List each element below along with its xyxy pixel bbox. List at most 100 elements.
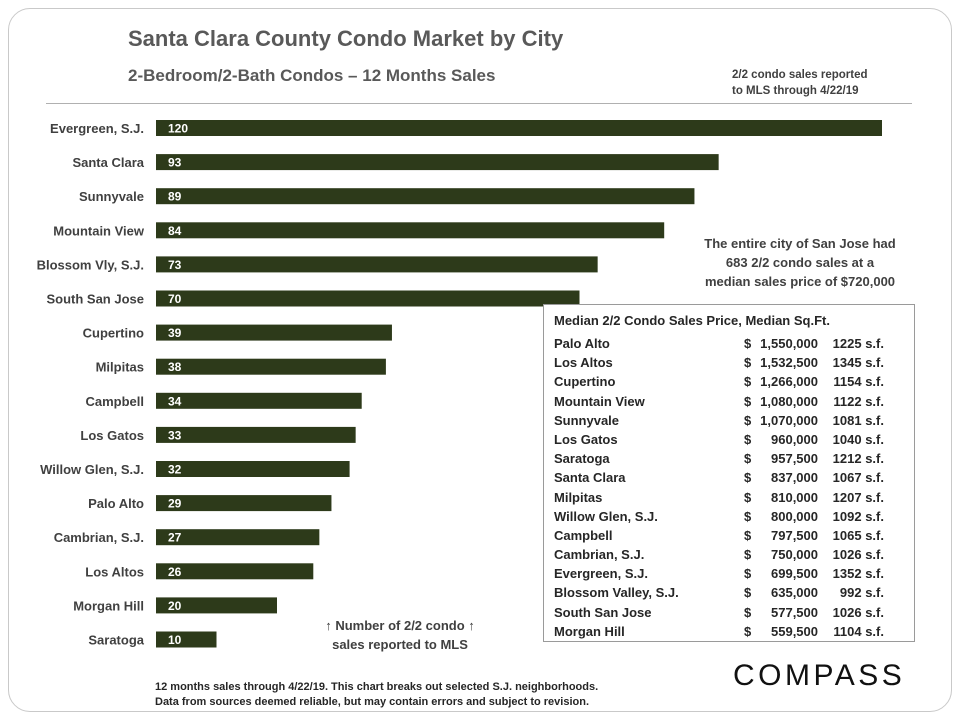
- price-row-sqft: 1212 s.f.: [832, 451, 884, 467]
- data-source-note-line1: 2/2 condo sales reported: [732, 69, 868, 81]
- category-label: Morgan Hill: [73, 598, 144, 613]
- price-row-price: 750,000: [771, 547, 818, 563]
- price-table-row: Los Gatos $960,000 1040 s.f.: [554, 430, 914, 449]
- bar-value-label: 120: [168, 122, 188, 136]
- chart-title: Santa Clara County Condo Market by City: [128, 26, 564, 51]
- price-row-price: 960,000: [771, 431, 818, 447]
- price-row-city: Sunnyvale: [554, 412, 620, 428]
- price-row-city: Blossom Valley, S.J.: [554, 585, 679, 601]
- price-row-city: Milpitas: [554, 489, 603, 505]
- price-row-sqft: 1067 s.f.: [832, 470, 884, 486]
- price-row-sqft: 1104 s.f.: [833, 623, 884, 639]
- price-table-row: Los Altos $1,532,500 1345 s.f.: [554, 353, 914, 372]
- price-row-dollar: $: [744, 566, 752, 582]
- price-row-price: 559,500: [771, 623, 818, 639]
- price-row-dollar: $: [744, 431, 752, 447]
- bar: [156, 154, 719, 171]
- price-row-dollar: $: [744, 508, 752, 524]
- price-table-row: Palo Alto $1,550,000 1225 s.f.: [554, 334, 914, 353]
- price-row-price: 797,500: [771, 527, 818, 543]
- price-table-row: Willow Glen, S.J. $800,000 1092 s.f.: [554, 507, 914, 526]
- price-table-row: Blossom Valley, S.J. $635,000 992 s.f.: [554, 583, 914, 602]
- category-label: Willow Glen, S.J.: [40, 462, 144, 477]
- bar: [156, 256, 598, 273]
- price-table-row: Cambrian, S.J. $750,000 1026 s.f.: [554, 545, 914, 564]
- category-label: Los Altos: [85, 564, 144, 579]
- category-label: Blossom Vly, S.J.: [37, 257, 144, 272]
- price-row-sqft: 1225 s.f.: [832, 336, 884, 351]
- price-row-city: Saratoga: [554, 451, 610, 467]
- bar-value-label: 70: [168, 292, 182, 306]
- price-row-dollar: $: [744, 470, 752, 486]
- price-row-price: 1,070,000: [760, 412, 818, 428]
- bar-value-label: 32: [168, 463, 182, 477]
- price-table-row: Campbell $797,500 1065 s.f.: [554, 526, 914, 545]
- bar-value-label: 38: [168, 360, 182, 374]
- bar: [156, 358, 386, 375]
- price-row-city: Willow Glen, S.J.: [554, 508, 658, 524]
- chart-subtitle: 2-Bedroom/2-Bath Condos – 12 Months Sale…: [128, 66, 496, 85]
- price-row-price: 837,000: [771, 470, 818, 486]
- callout-line2: 683 2/2 condo sales at a: [725, 255, 875, 270]
- footer-note: 12 months sales through 4/22/19. This ch…: [155, 680, 598, 710]
- callout-line3: median sales price of $720,000: [704, 274, 896, 289]
- price-row-price: 800,000: [771, 508, 818, 524]
- price-row-price: 957,500: [771, 451, 818, 467]
- bar-value-label: 27: [168, 531, 182, 545]
- category-label: South San Jose: [46, 292, 144, 307]
- price-row-dollar: $: [744, 355, 752, 371]
- price-row-price: 1,550,000: [760, 336, 818, 351]
- price-row-price: 810,000: [771, 489, 818, 505]
- bar: [156, 188, 695, 205]
- axis-note: ↑ Number of 2/2 condo ↑ sales reported t…: [300, 616, 500, 654]
- price-row-city: Evergreen, S.J.: [554, 566, 648, 582]
- price-row-dollar: $: [744, 623, 752, 639]
- footer-line2: Data from sources deemed reliable, but m…: [155, 696, 590, 708]
- price-row-price: 635,000: [771, 585, 818, 601]
- price-table-rows: Palo Alto $1,550,000 1225 s.f. Los Altos $1,…: [554, 334, 914, 641]
- bar: [156, 529, 320, 546]
- price-row-price: 577,500: [771, 604, 818, 620]
- bar: [156, 631, 217, 648]
- price-row-dollar: $: [744, 393, 752, 409]
- bar: [156, 324, 392, 341]
- category-label: Sunnyvale: [79, 189, 144, 204]
- price-row-dollar: $: [744, 604, 752, 620]
- category-label: Los Gatos: [80, 428, 144, 443]
- price-row-city: South San Jose: [554, 604, 652, 620]
- bar-value-label: 84: [168, 224, 182, 238]
- footer-line1: 12 months sales through 4/22/19. This ch…: [155, 681, 599, 693]
- price-table-row: Evergreen, S.J. $699,500 1352 s.f.: [554, 564, 914, 583]
- price-table-row: Mountain View $1,080,000 1122 s.f.: [554, 392, 914, 411]
- price-row-sqft: 1081 s.f.: [832, 412, 884, 428]
- price-row-city: Palo Alto: [554, 336, 610, 351]
- bar: [156, 290, 580, 307]
- price-row-sqft: 1026 s.f.: [832, 547, 884, 563]
- price-row-sqft: 1345 s.f.: [832, 355, 884, 371]
- price-row-sqft: 992 s.f.: [839, 585, 884, 601]
- price-row-price: 1,532,500: [760, 355, 818, 371]
- bar: [156, 597, 277, 614]
- bar: [156, 563, 314, 580]
- price-row-city: Los Gatos: [554, 431, 618, 447]
- price-row-city: Campbell: [554, 527, 613, 543]
- price-row-dollar: $: [744, 451, 752, 467]
- price-row-sqft: 1040 s.f.: [832, 431, 884, 447]
- price-table-row: Milpitas $810,000 1207 s.f.: [554, 488, 914, 507]
- category-label: Santa Clara: [72, 155, 144, 170]
- price-row-city: Los Altos: [554, 355, 613, 371]
- price-row-sqft: 1122 s.f.: [833, 393, 884, 409]
- price-row-sqft: 1207 s.f.: [832, 489, 884, 505]
- median-price-table: Median 2/2 Condo Sales Price, Median Sq.…: [543, 304, 915, 642]
- price-row-sqft: 1352 s.f.: [832, 566, 884, 582]
- data-source-note-line2: to MLS through 4/22/19: [732, 85, 859, 97]
- bar-value-label: 33: [168, 428, 182, 442]
- compass-logo-text: COMPASS: [733, 659, 905, 692]
- category-label: Cambrian, S.J.: [54, 530, 144, 545]
- bar-value-label: 89: [168, 190, 182, 204]
- category-label: Evergreen, S.J.: [50, 121, 144, 136]
- price-row-dollar: $: [744, 527, 752, 543]
- bar: [156, 495, 332, 512]
- compass-logo-image: COMPASS: [733, 659, 905, 692]
